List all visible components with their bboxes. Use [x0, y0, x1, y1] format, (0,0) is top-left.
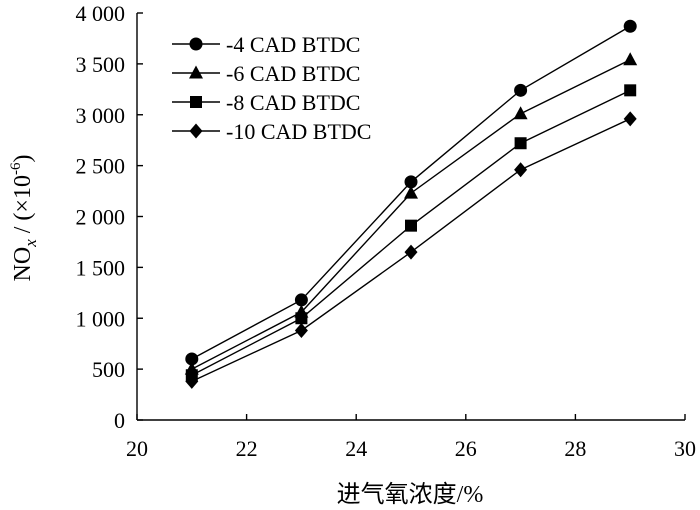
x-tick-label: 26 — [455, 436, 477, 461]
data-point-circle — [404, 175, 418, 189]
data-point-circle — [514, 83, 528, 97]
data-point-triangle — [513, 106, 528, 120]
y-axis-title-close: ) — [10, 155, 36, 163]
y-axis-title: NOx / (×10-6) — [8, 155, 40, 282]
x-tick-label: 24 — [345, 436, 367, 461]
y-axis-title-main: NO — [10, 247, 36, 282]
legend-marker-square — [190, 96, 202, 108]
y-tick-label: 2 000 — [76, 205, 126, 230]
y-tick-label: 3 500 — [76, 52, 126, 77]
data-point-square — [405, 219, 417, 232]
y-tick-label: 4 000 — [76, 1, 126, 26]
data-point-square — [295, 312, 308, 325]
legend-label: -8 CAD BTDC — [226, 90, 360, 115]
y-tick-label: 3 000 — [76, 103, 126, 128]
axes: 20 22 24 26 28 30 0 500 1 000 1 500 2 000 2 500 3 00… — [76, 1, 697, 461]
data-point-triangle — [404, 185, 418, 199]
data-point-diamond — [514, 162, 528, 178]
legend-entry: -10 CAD BTDC — [172, 119, 371, 144]
legend: -4 CAD BTDC -6 CAD BTDC -8 CAD BTDC -10 CAD… — [172, 32, 371, 144]
y-tick-label: 1 000 — [76, 306, 126, 331]
legend-marker-circle — [189, 37, 203, 51]
y-tick-label: 500 — [92, 357, 125, 382]
x-tick-label: 20 — [126, 436, 148, 461]
legend-label: -4 CAD BTDC — [226, 32, 360, 57]
series-layer — [184, 19, 638, 389]
legend-marker-triangle — [189, 65, 203, 79]
series-diamond — [185, 111, 637, 389]
data-point-diamond — [294, 322, 308, 338]
legend-entry: -6 CAD BTDC — [172, 61, 360, 86]
data-point-circle — [294, 293, 308, 307]
data-point-circle — [623, 19, 637, 33]
x-tick-label: 22 — [236, 436, 258, 461]
legend-entry: -4 CAD BTDC — [172, 32, 360, 57]
legend-label: -6 CAD BTDC — [226, 61, 360, 86]
legend-label: -10 CAD BTDC — [226, 119, 371, 144]
y-axis-title-sub: x — [21, 239, 40, 248]
x-tick-label: 28 — [564, 436, 586, 461]
data-point-diamond — [185, 373, 199, 389]
data-point-diamond — [623, 111, 637, 127]
data-point-triangle — [623, 52, 638, 66]
y-tick-label: 1 500 — [76, 255, 126, 280]
data-point-circle — [185, 352, 199, 366]
x-tick-label: 30 — [674, 436, 696, 461]
legend-entry: -8 CAD BTDC — [172, 90, 360, 115]
x-axis-title: 进气氧浓度/% — [337, 481, 484, 508]
y-tick-label: 2 500 — [76, 154, 126, 179]
legend-marker-diamond — [189, 123, 203, 139]
y-axis-title-exp: -6 — [8, 162, 24, 175]
data-point-square — [624, 84, 637, 97]
y-axis-title-unit: / (×10 — [10, 175, 36, 239]
y-tick-label: 0 — [114, 408, 125, 433]
data-point-square — [514, 137, 527, 150]
data-point-diamond — [404, 244, 418, 260]
series-circle — [185, 19, 637, 366]
